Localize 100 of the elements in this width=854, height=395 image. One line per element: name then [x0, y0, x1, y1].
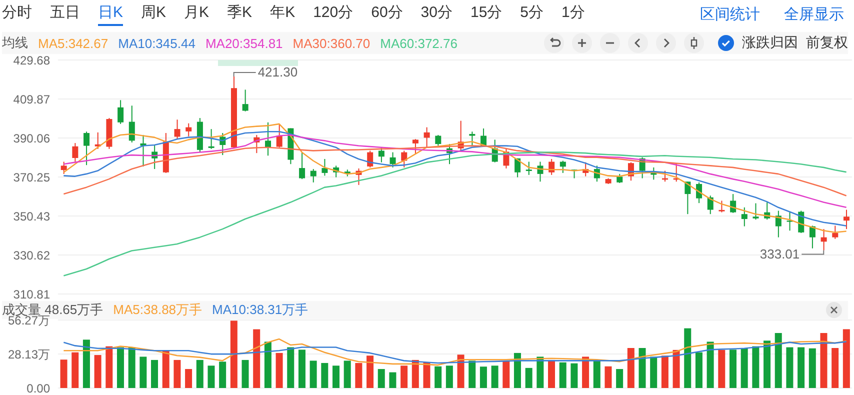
bar: [684, 328, 692, 388]
bar: [672, 350, 680, 388]
bar: [321, 362, 328, 388]
candlestick: [186, 122, 192, 137]
text: 前复权: [806, 34, 848, 52]
candlestick: [424, 126, 430, 148]
bar: [253, 329, 260, 388]
candlestick: [174, 119, 180, 140]
candlestick: [730, 194, 736, 214]
text: 120分: [313, 2, 354, 22]
candlestick: [707, 195, 714, 215]
text: 涨跌归因: [742, 34, 798, 52]
bar: [60, 360, 68, 388]
bar: [752, 346, 760, 388]
bar: [718, 350, 726, 388]
bar: [695, 352, 702, 388]
bar: [559, 362, 566, 388]
y-tick-label: 429.68: [13, 53, 50, 68]
text: 区间统计: [700, 4, 760, 24]
candlestick: [390, 152, 396, 168]
bar: [832, 348, 839, 388]
candlestick: [60, 161, 67, 174]
text: MA10:345.44: [118, 36, 196, 50]
bar: [400, 366, 408, 388]
bar: [140, 356, 147, 388]
bar: [366, 356, 374, 388]
bar: [604, 366, 612, 388]
text: 五日: [50, 2, 80, 22]
bar: [276, 352, 283, 388]
bar: [355, 362, 362, 388]
candlestick: [128, 105, 135, 143]
text: 分时: [2, 2, 32, 22]
text: 5分: [520, 2, 544, 22]
bar: [706, 342, 714, 388]
text: MA60:372.76: [380, 36, 458, 50]
candlestick: [843, 209, 850, 230]
y-tick-label: 370.25: [13, 170, 50, 184]
candlestick: [526, 161, 532, 176]
candlestick: [718, 200, 725, 213]
bar: [264, 342, 272, 388]
text: 月K: [184, 2, 210, 22]
bar: [185, 369, 192, 388]
candlestick: [84, 131, 90, 166]
y-tick-label: 350.43: [13, 209, 50, 224]
bar: [162, 350, 170, 388]
bar: [72, 352, 79, 388]
text: 季K: [227, 2, 252, 22]
text: 全屏显示: [784, 4, 844, 24]
candlestick: [696, 182, 702, 204]
candlestick: [752, 202, 759, 220]
bar: [570, 363, 578, 388]
bar: [196, 360, 204, 388]
text: MA30:360.70: [292, 36, 370, 50]
candlestick: [548, 158, 555, 176]
candlestick: [299, 152, 306, 180]
y-tick-label: 28.13万: [8, 347, 50, 362]
bar: [593, 360, 600, 388]
legend-title: 均线: [2, 34, 28, 52]
text: 1分: [562, 2, 585, 22]
y-tick-label: 0.00: [26, 381, 50, 395]
bar: [298, 350, 306, 388]
text: 30分: [420, 2, 452, 22]
bar: [786, 347, 794, 388]
candlestick: [378, 146, 384, 163]
line-series: [63, 134, 847, 208]
bar: [457, 354, 464, 388]
bar: [332, 366, 340, 388]
candlestick: [310, 168, 316, 183]
candlestick: [616, 173, 623, 184]
bar: [434, 366, 442, 388]
annotation: 421.30: [258, 64, 298, 80]
bar: [468, 360, 476, 388]
bar: [106, 346, 113, 388]
text: MA10:38.31万手: [212, 301, 308, 319]
bar: [151, 360, 158, 388]
candlestick: [832, 225, 838, 240]
candlestick: [208, 128, 214, 150]
y-tick-label: 409.87: [13, 92, 50, 106]
bar: [389, 372, 396, 388]
bar: [582, 356, 590, 388]
bar: [638, 348, 646, 388]
bar: [219, 362, 226, 388]
text: 15分: [470, 2, 502, 22]
bar: [423, 362, 430, 388]
bar: [378, 369, 385, 388]
bar: [310, 360, 317, 388]
bar: [525, 368, 532, 388]
bar: [128, 347, 136, 388]
text: 60分: [371, 2, 403, 22]
bar: [774, 333, 782, 388]
bar: [661, 356, 668, 388]
bar: [740, 348, 748, 388]
bar: [798, 347, 805, 388]
candlestick: [72, 142, 78, 162]
bar: [650, 356, 658, 388]
candlestick: [741, 206, 748, 227]
candlestick: [322, 158, 328, 176]
bar: [616, 369, 624, 388]
candlestick: [775, 210, 782, 238]
text: 周K: [141, 2, 166, 22]
